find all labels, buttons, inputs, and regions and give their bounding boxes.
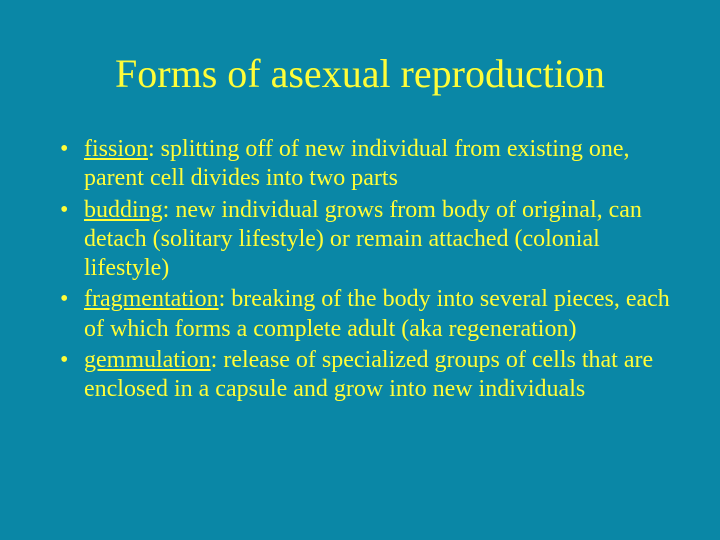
list-item: gemmulation: release of specialized grou… — [64, 346, 680, 405]
term: fission — [84, 136, 148, 162]
term-desc: : splitting off of new individual from e… — [84, 136, 630, 191]
term: budding — [84, 197, 163, 223]
term: fragmentation — [84, 286, 219, 312]
term-desc: : new individual grows from body of orig… — [84, 197, 642, 282]
list-item: fission: splitting off of new individual… — [64, 135, 680, 194]
slide-title: Forms of asexual reproduction — [40, 50, 680, 97]
bullet-list: fission: splitting off of new individual… — [40, 135, 680, 406]
list-item: fragmentation: breaking of the body into… — [64, 285, 680, 344]
term: gemmulation — [84, 347, 211, 373]
list-item: budding: new individual grows from body … — [64, 196, 680, 284]
slide-container: Forms of asexual reproduction fission: s… — [0, 0, 720, 540]
